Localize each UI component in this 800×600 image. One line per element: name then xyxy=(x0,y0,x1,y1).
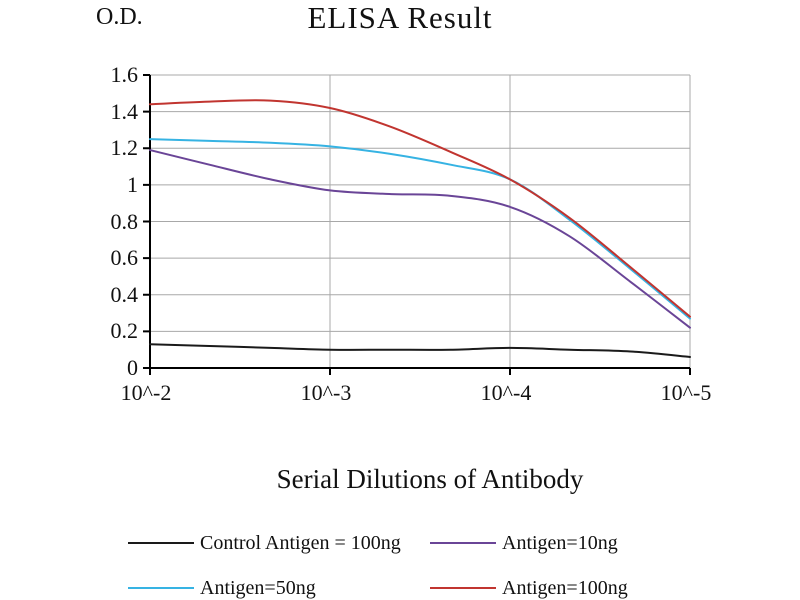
y-tick-label: 1.6 xyxy=(110,62,139,87)
legend-item-control-antigen-100ng: Control Antigen = 100ng xyxy=(128,531,401,555)
legend-line-swatch xyxy=(128,587,194,589)
y-tick-label: 1 xyxy=(127,171,138,197)
legend-line-swatch xyxy=(128,542,194,544)
y-tick-label: 0.6 xyxy=(110,245,139,271)
series-line-antigen-10ng xyxy=(149,149,691,329)
legend-label: Antigen=100ng xyxy=(502,576,628,599)
legend-line-swatch xyxy=(430,587,496,589)
legend-item-antigen-100ng: Antigen=100ng xyxy=(430,576,628,600)
series-line-antigen-50ng xyxy=(149,138,691,320)
y-tick-label: 0 xyxy=(127,355,138,380)
legend-label: Antigen=50ng xyxy=(200,576,316,599)
legend-item-antigen-10ng: Antigen=10ng xyxy=(430,531,618,555)
legend-line-swatch xyxy=(430,542,496,544)
y-tick-label: 1.2 xyxy=(110,135,139,161)
series-line-control-antigen-100ng xyxy=(149,343,691,358)
series-line-antigen-100ng xyxy=(149,99,691,318)
y-tick-label: 1.4 xyxy=(110,98,139,124)
x-tick-label: 10^-4 xyxy=(480,380,532,405)
x-tick-label: 10^-5 xyxy=(660,380,712,405)
x-tick-label: 10^-3 xyxy=(300,380,352,405)
y-axis-title: O.D. xyxy=(96,4,143,30)
y-tick-label: 0.4 xyxy=(110,281,139,307)
y-tick-label: 0.8 xyxy=(110,208,139,234)
y-tick-label: 0.2 xyxy=(110,318,139,344)
x-tick-label: 10^-2 xyxy=(120,380,172,405)
legend-label: Control Antigen = 100ng xyxy=(200,531,401,554)
legend-label: Antigen=10ng xyxy=(502,531,618,554)
chart-title: ELISA Result xyxy=(307,0,493,35)
x-axis-title: Serial Dilutions of Antibody xyxy=(276,464,584,494)
legend-item-antigen-50ng: Antigen=50ng xyxy=(128,576,316,600)
